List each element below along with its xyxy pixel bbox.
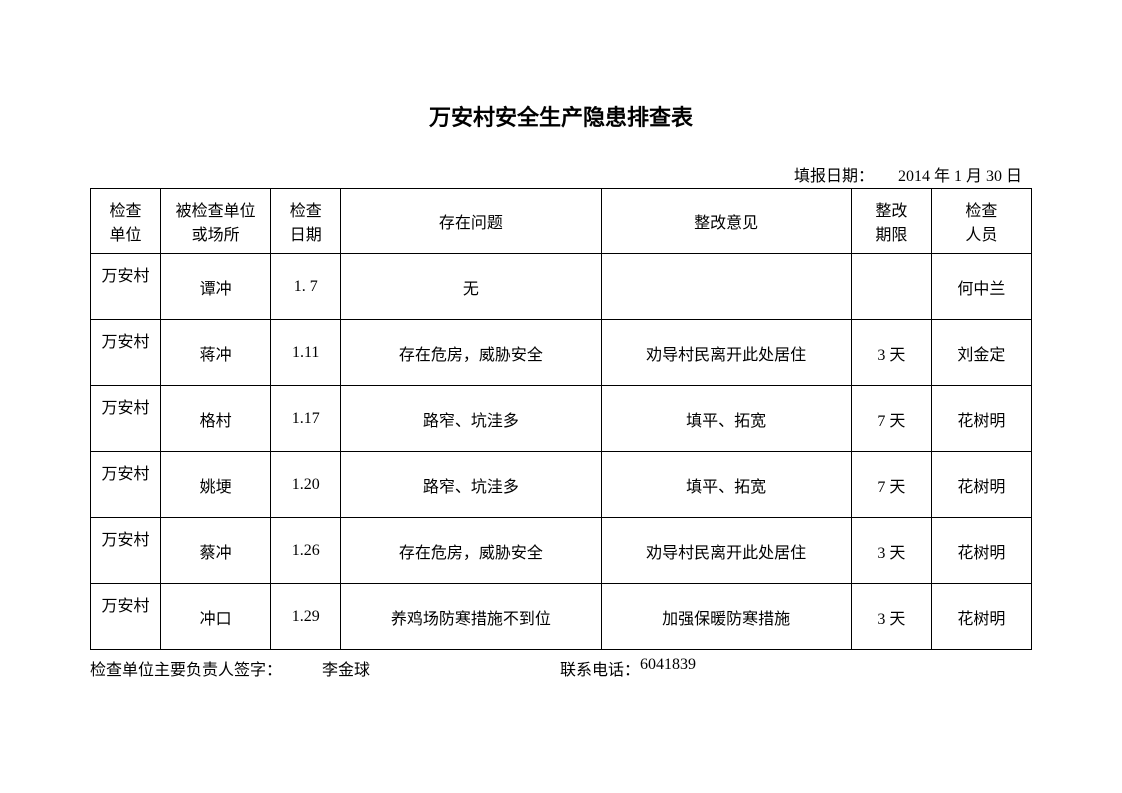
cell-opinion: 填平、拓宽: [601, 386, 851, 452]
cell-deadline: 3 天: [851, 518, 931, 584]
cell-problem: 路窄、坑洼多: [341, 386, 601, 452]
cell-date: 1. 7: [271, 254, 341, 320]
header-opinion: 整改意见: [601, 189, 851, 254]
cell-deadline: 3 天: [851, 320, 931, 386]
table-row: 万安村冲口1.29养鸡场防寒措施不到位加强保暖防寒措施3 天花树明: [91, 584, 1032, 650]
cell-place: 蒋冲: [161, 320, 271, 386]
cell-inspector: 何中兰: [931, 254, 1031, 320]
cell-date: 1.11: [271, 320, 341, 386]
cell-unit: 万安村: [91, 254, 161, 320]
cell-problem: 存在危房，威胁安全: [341, 518, 601, 584]
cell-problem: 无: [341, 254, 601, 320]
cell-place: 冲口: [161, 584, 271, 650]
cell-unit: 万安村: [91, 518, 161, 584]
inspection-table: 检查单位 被检查单位或场所 检查日期 存在问题 整改意见 整改期限 检查人员 万…: [90, 188, 1032, 650]
cell-deadline: 7 天: [851, 386, 931, 452]
report-date-row: 填报日期： 2014 年 1 月 30 日: [90, 162, 1032, 186]
page-title: 万安村安全生产隐患排查表: [90, 100, 1032, 132]
cell-opinion: 加强保暖防寒措施: [601, 584, 851, 650]
cell-problem: 存在危房，威胁安全: [341, 320, 601, 386]
header-deadline: 整改期限: [851, 189, 931, 254]
cell-problem: 养鸡场防寒措施不到位: [341, 584, 601, 650]
footer-sig-name: 李金球: [322, 656, 370, 680]
cell-date: 1.20: [271, 452, 341, 518]
cell-unit: 万安村: [91, 320, 161, 386]
table-row: 万安村谭冲1. 7无 何中兰: [91, 254, 1032, 320]
footer-phone-label: 联系电话：: [560, 656, 640, 680]
table-row: 万安村姚埂1.20路窄、坑洼多填平、拓宽7 天花树明: [91, 452, 1032, 518]
header-unit: 检查单位: [91, 189, 161, 254]
report-date-label: 填报日期：: [794, 168, 874, 185]
cell-inspector: 刘金定: [931, 320, 1031, 386]
cell-inspector: 花树明: [931, 584, 1031, 650]
cell-place: 蔡冲: [161, 518, 271, 584]
header-date: 检查日期: [271, 189, 341, 254]
cell-deadline: 7 天: [851, 452, 931, 518]
footer-row: 检查单位主要负责人签字： 李金球 联系电话：6041839: [90, 656, 1032, 680]
table-header-row: 检查单位 被检查单位或场所 检查日期 存在问题 整改意见 整改期限 检查人员: [91, 189, 1032, 254]
header-inspector: 检查人员: [931, 189, 1031, 254]
document-container: 万安村安全生产隐患排查表 填报日期： 2014 年 1 月 30 日 检查单位 …: [0, 0, 1122, 680]
cell-inspector: 花树明: [931, 386, 1031, 452]
cell-unit: 万安村: [91, 584, 161, 650]
cell-place: 格村: [161, 386, 271, 452]
cell-opinion: 劝导村民离开此处居住: [601, 320, 851, 386]
cell-unit: 万安村: [91, 452, 161, 518]
table-row: 万安村格村1.17路窄、坑洼多填平、拓宽7 天花树明: [91, 386, 1032, 452]
cell-date: 1.17: [271, 386, 341, 452]
cell-opinion: 填平、拓宽: [601, 452, 851, 518]
cell-inspector: 花树明: [931, 518, 1031, 584]
cell-date: 1.29: [271, 584, 341, 650]
cell-problem: 路窄、坑洼多: [341, 452, 601, 518]
cell-unit: 万安村: [91, 386, 161, 452]
table-row: 万安村蔡冲1.26存在危房，威胁安全劝导村民离开此处居住3 天花树明: [91, 518, 1032, 584]
cell-deadline: [851, 254, 931, 320]
cell-date: 1.26: [271, 518, 341, 584]
footer-sig-label: 检查单位主要负责人签字：: [90, 656, 282, 680]
cell-deadline: 3 天: [851, 584, 931, 650]
table-row: 万安村蒋冲1.11存在危房，威胁安全劝导村民离开此处居住3 天刘金定: [91, 320, 1032, 386]
report-date-value: 2014 年 1 月 30 日: [898, 168, 1022, 185]
footer-phone-value: 6041839: [640, 656, 696, 680]
cell-place: 谭冲: [161, 254, 271, 320]
cell-opinion: 劝导村民离开此处居住: [601, 518, 851, 584]
cell-opinion: [601, 254, 851, 320]
header-problem: 存在问题: [341, 189, 601, 254]
cell-inspector: 花树明: [931, 452, 1031, 518]
table-body: 万安村谭冲1. 7无何中兰万安村蒋冲1.11存在危房，威胁安全劝导村民离开此处居…: [91, 254, 1032, 650]
cell-place: 姚埂: [161, 452, 271, 518]
header-place: 被检查单位或场所: [161, 189, 271, 254]
